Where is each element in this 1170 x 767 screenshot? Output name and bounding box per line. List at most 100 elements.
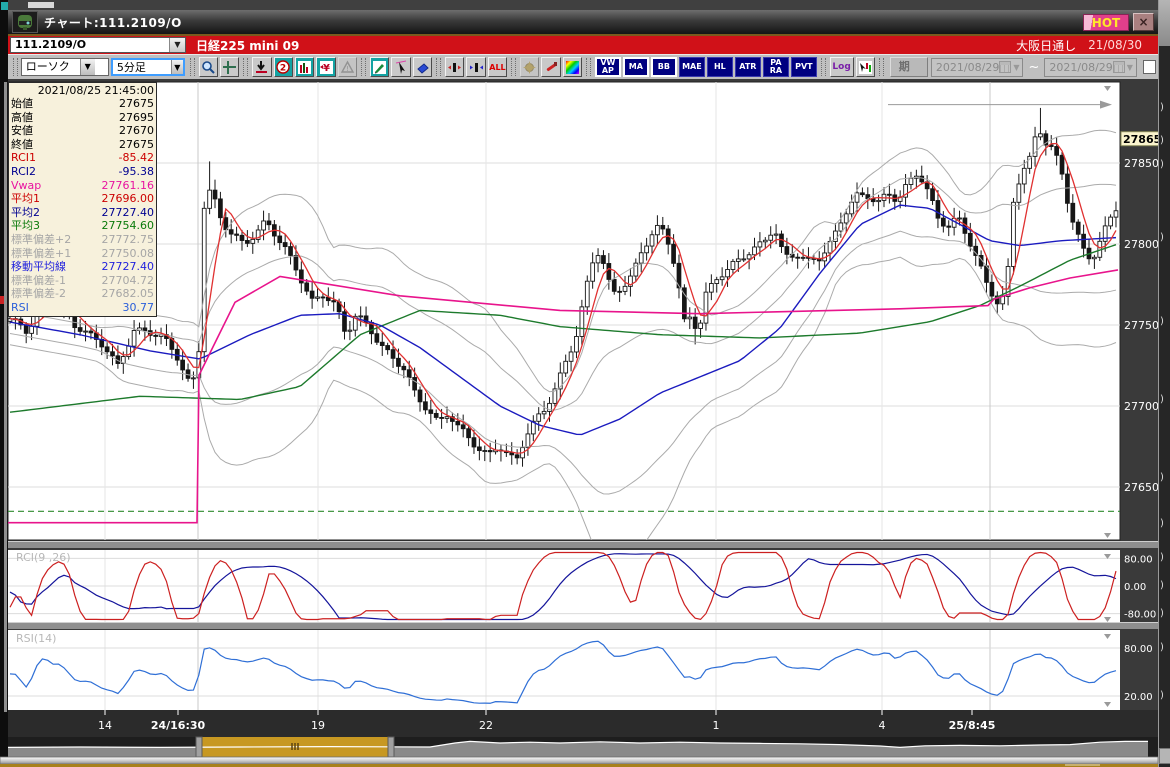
occluded-digit-fragment: ) bbox=[1160, 552, 1164, 563]
rci-slow-line bbox=[9, 553, 1117, 621]
toolbar-grip[interactable] bbox=[586, 58, 591, 76]
indicator-button-pvt[interactable]: PVT bbox=[790, 57, 817, 77]
timeframe-combobox[interactable]: 5分足 ▼ bbox=[110, 58, 185, 76]
toolbar-grip[interactable] bbox=[511, 58, 516, 76]
indicator-button-atr[interactable]: ATR bbox=[734, 57, 761, 77]
indicator-button-mae[interactable]: MAE bbox=[678, 57, 705, 77]
chart-type-combobox[interactable]: ローソク ▼ bbox=[20, 58, 109, 76]
indicator-button-para[interactable]: PA RA bbox=[762, 57, 789, 77]
toolbar-grip[interactable] bbox=[879, 58, 884, 76]
chevron-down-icon[interactable]: ▼ bbox=[1126, 62, 1133, 72]
date-from-field[interactable]: 2021/08/29 ▼ bbox=[930, 57, 1024, 77]
tooltip-row-value: -95.38 bbox=[118, 164, 154, 178]
bollinger-band-line bbox=[9, 129, 1117, 393]
time-axis-label: 14 bbox=[98, 719, 112, 732]
occluded-digit-fragment: ) bbox=[1160, 580, 1164, 591]
tooltip-row-label: 標準偏差-1 bbox=[11, 273, 66, 287]
calendar-icon[interactable] bbox=[999, 61, 1012, 73]
tooltip-row-value: 30.77 bbox=[122, 300, 155, 314]
pane-resize-arrow-icon[interactable] bbox=[1104, 533, 1111, 538]
occluded-digit-fragment: ) bbox=[1160, 518, 1164, 529]
tooltip-row-label: 平均3 bbox=[11, 219, 40, 233]
calendar-icon[interactable] bbox=[1112, 61, 1125, 73]
svg-text:2: 2 bbox=[280, 63, 286, 73]
draw-pencil-icon[interactable] bbox=[369, 57, 390, 77]
app-avatar-icon bbox=[12, 11, 38, 33]
chart-settings-icon[interactable] bbox=[855, 57, 876, 77]
navigator-grip-right[interactable] bbox=[387, 736, 395, 758]
chart-type-value: ローソク bbox=[25, 60, 70, 73]
tooltip-row-label: 平均1 bbox=[11, 192, 40, 206]
pane-separator[interactable] bbox=[8, 622, 1158, 629]
tooltip-row: RCI1 -85.42 bbox=[11, 151, 154, 165]
tooltip-row-value: -85.42 bbox=[118, 151, 154, 165]
chevron-down-icon[interactable]: ▼ bbox=[79, 59, 95, 75]
tooltip-row-value: 27772.75 bbox=[101, 232, 155, 246]
navigator-grip-left[interactable] bbox=[195, 736, 203, 758]
pane-resize-arrow-icon[interactable] bbox=[1104, 617, 1111, 622]
price-axis-label: 27800 bbox=[1124, 238, 1159, 251]
rsi-line bbox=[9, 640, 1117, 704]
period-checkbox[interactable] bbox=[1142, 60, 1156, 74]
tooltip-row-value: 27761.16 bbox=[101, 178, 155, 192]
subpane-axis-label: 0.00 bbox=[1124, 582, 1146, 593]
search-icon[interactable] bbox=[198, 57, 219, 77]
eraser-icon[interactable] bbox=[412, 57, 433, 77]
indicator-button-vwap[interactable]: VW AP bbox=[594, 57, 621, 77]
pane-resize-arrow-icon[interactable] bbox=[1104, 634, 1111, 639]
svg-text:¥: ¥ bbox=[323, 63, 330, 74]
toolbar-grip[interactable] bbox=[361, 58, 366, 76]
chevron-down-icon[interactable]: ▼ bbox=[170, 60, 183, 74]
chevron-down-icon[interactable]: ▼ bbox=[169, 38, 185, 52]
save-chart-icon[interactable] bbox=[252, 57, 272, 77]
cursor-arrow-icon[interactable] bbox=[391, 57, 411, 77]
occluded-digit-fragment: ) bbox=[1160, 316, 1164, 327]
hot-badge[interactable]: HOT bbox=[1083, 13, 1129, 31]
indicator-button-hl[interactable]: HL bbox=[706, 57, 733, 77]
occluded-digit-fragment: ) bbox=[1160, 159, 1164, 170]
indicator-button-ma[interactable]: MA bbox=[622, 57, 649, 77]
show-all-button[interactable]: ALL bbox=[487, 57, 508, 77]
tooltip-row: 始値 27675 bbox=[11, 97, 154, 111]
date-to-field[interactable]: 2021/08/29 ▼ bbox=[1044, 57, 1137, 77]
pane-separator[interactable] bbox=[8, 541, 1158, 548]
symbol-combobox[interactable]: 111.2109/O ▼ bbox=[10, 37, 186, 53]
candle-narrow-icon[interactable] bbox=[466, 57, 486, 77]
rci-pane-title: RCI(9 ,26) bbox=[16, 551, 71, 564]
symbol-bar: 111.2109/O ▼ 日経225 mini 09 大阪日通し 21/08/3… bbox=[8, 36, 1158, 54]
pane-resize-arrow-icon[interactable] bbox=[1104, 86, 1111, 91]
tooltip-row: Vwap 27761.16 bbox=[11, 179, 154, 193]
bollinger-band-line bbox=[9, 230, 1117, 495]
window-titlebar[interactable]: チャート:111.2109/O HOT × bbox=[8, 10, 1158, 36]
yen-arrows-icon[interactable]: ¥ bbox=[316, 57, 336, 77]
pane-resize-arrow-icon[interactable] bbox=[1104, 554, 1111, 559]
price-axis-label: 27650 bbox=[1124, 481, 1159, 494]
symbol-value: 111.2109/O bbox=[15, 38, 87, 51]
circled-2-icon[interactable]: 2 bbox=[273, 57, 293, 77]
time-axis-label: 1 bbox=[713, 719, 720, 732]
toolbar-grip[interactable] bbox=[436, 58, 441, 76]
toolbar-grip[interactable] bbox=[13, 58, 18, 76]
tooltip-row: 標準偏差+1 27750.08 bbox=[11, 247, 154, 261]
volume-chart-icon[interactable] bbox=[295, 57, 315, 77]
indicator-button-bb[interactable]: BB bbox=[650, 57, 677, 77]
tools-icon[interactable] bbox=[541, 57, 561, 77]
tooltip-row: RCI2 -95.38 bbox=[11, 165, 154, 179]
log-scale-button[interactable]: Log bbox=[829, 57, 854, 77]
close-button[interactable]: × bbox=[1133, 13, 1154, 31]
occluded-digit-fragment: ) bbox=[1160, 472, 1164, 483]
tooltip-row-label: 安値 bbox=[11, 124, 33, 138]
grid-crosshair-icon[interactable] bbox=[220, 57, 240, 77]
toolbar-grip[interactable] bbox=[189, 58, 195, 76]
tooltip-row: 標準偏差+2 27772.75 bbox=[11, 233, 154, 247]
horizontal-scrollbar[interactable] bbox=[0, 756, 1159, 765]
toolbar-grip[interactable] bbox=[820, 58, 826, 76]
chevron-down-icon[interactable]: ▼ bbox=[1013, 62, 1020, 72]
toolbar-grip[interactable] bbox=[243, 58, 249, 76]
pane-resize-arrow-icon[interactable] bbox=[1104, 702, 1111, 707]
candle-widen-icon[interactable] bbox=[444, 57, 465, 77]
ma-slow-line bbox=[9, 244, 1117, 413]
rainbow-palette-icon[interactable] bbox=[562, 57, 583, 77]
